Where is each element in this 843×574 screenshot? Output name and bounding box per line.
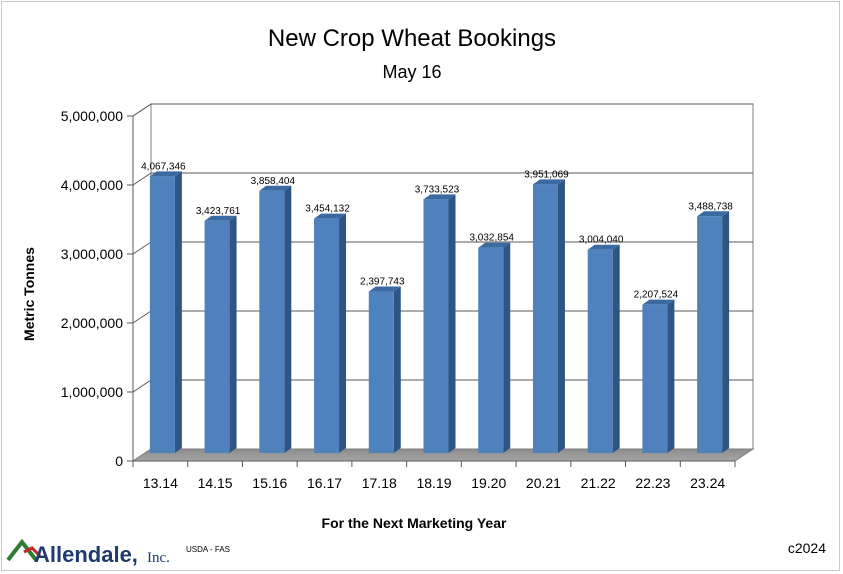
gridline-side — [132, 379, 152, 393]
bar-19.20 — [478, 242, 511, 453]
source-note: USDA - FAS — [186, 545, 230, 554]
bar-side — [722, 211, 730, 453]
bar-15.16 — [259, 185, 292, 453]
data-label: 3,733,523 — [415, 184, 460, 195]
bar-top — [149, 171, 182, 177]
bar-18.19 — [423, 194, 456, 454]
x-axis-ticks: 13.14 14.15 15.16 16.17 17.18 18.19 19.20 20.21… — [132, 461, 736, 491]
x-tick-label: 13.14 — [143, 475, 178, 491]
bar-top — [204, 215, 237, 221]
data-label: 3,488,738 — [688, 201, 733, 212]
bar-top — [259, 185, 292, 191]
y-tick-label: 1,000,000 — [61, 384, 123, 400]
data-label: 2,207,524 — [634, 290, 679, 301]
bar-front — [149, 176, 175, 453]
x-axis-title: For the Next Marketing Year — [322, 515, 507, 531]
bar-front — [587, 249, 613, 453]
bar-front — [423, 199, 449, 453]
bar-front — [259, 190, 285, 453]
bar-top — [697, 211, 730, 217]
bar-side — [667, 299, 675, 453]
y-axis-ticks: 0 1,000,000 2,000,000 3,000,000 4,000,000 5,0… — [61, 108, 134, 469]
x-tick-label: 14.15 — [198, 475, 233, 491]
bar-top — [478, 242, 511, 248]
logo-inc: Inc. — [147, 550, 170, 566]
x-tick-label: 23.24 — [690, 475, 725, 491]
bar-16.17 — [314, 213, 347, 453]
bar-top — [314, 213, 347, 219]
x-tick-label: 17.18 — [362, 475, 397, 491]
data-label: 3,951,069 — [524, 169, 569, 180]
bar-top — [532, 179, 565, 185]
bar-20.21 — [532, 179, 565, 454]
bar-top — [423, 194, 456, 200]
bar-front — [532, 184, 558, 454]
bar-front — [314, 218, 340, 453]
bar-17.18 — [368, 286, 401, 453]
y-tick-label: 4,000,000 — [61, 177, 123, 193]
y-tick-label: 2,000,000 — [61, 315, 123, 331]
bar-top — [587, 244, 620, 250]
y-tick-label: 3,000,000 — [61, 246, 123, 262]
bar-top — [368, 286, 401, 292]
bar-side — [229, 215, 237, 453]
data-label: 3,454,132 — [305, 204, 350, 215]
bar-13.14 — [149, 171, 182, 453]
bars: 4,067,346 3,423,761 3,858,404 3,454,132 2,39… — [141, 161, 733, 454]
x-tick-label: 21.22 — [581, 475, 616, 491]
gridline-side — [132, 241, 152, 255]
x-tick-label: 22.23 — [635, 475, 670, 491]
data-label: 4,067,346 — [141, 161, 186, 172]
gridline-side — [132, 172, 152, 186]
bar-side — [284, 185, 292, 453]
bar-side — [503, 242, 511, 453]
y-tick-label: 0 — [115, 453, 123, 469]
data-label: 2,397,743 — [360, 277, 405, 288]
x-tick-label: 20.21 — [526, 475, 561, 491]
x-tick-label: 15.16 — [252, 475, 287, 491]
logo-name: Allendale, — [34, 542, 138, 567]
allendale-logo: Allendale, Inc. — [6, 538, 170, 567]
bar-side — [339, 213, 347, 453]
y-axis-title: Metric Tonnes — [21, 247, 37, 341]
bar-22.23 — [642, 299, 675, 453]
gridline-side — [132, 310, 152, 324]
bar-side — [174, 171, 182, 453]
bar-side — [393, 286, 401, 453]
data-label: 3,858,404 — [251, 176, 296, 187]
bar-front — [368, 291, 394, 453]
bar-14.15 — [204, 215, 237, 453]
x-tick-label: 16.17 — [307, 475, 342, 491]
bar-top — [642, 299, 675, 305]
chart-title: New Crop Wheat Bookings — [268, 25, 556, 52]
bar-side — [557, 179, 565, 454]
bar-21.22 — [587, 244, 620, 453]
copyright-note: c2024 — [788, 540, 826, 556]
bar-front — [697, 216, 723, 453]
bar-side — [612, 244, 620, 453]
data-label: 3,004,040 — [579, 235, 624, 246]
y-tick-label: 5,000,000 — [61, 108, 123, 124]
bar-front — [642, 304, 668, 453]
bar-side — [448, 194, 456, 454]
gridline-side — [132, 103, 152, 117]
data-label: 3,423,761 — [196, 206, 241, 217]
bar-23.24 — [697, 211, 730, 453]
chart-subtitle: May 16 — [382, 62, 441, 82]
x-tick-label: 18.19 — [416, 475, 451, 491]
data-label: 3,032,854 — [469, 233, 514, 244]
bar-front — [478, 247, 504, 453]
bar-front — [204, 220, 230, 453]
x-tick-label: 19.20 — [471, 475, 506, 491]
